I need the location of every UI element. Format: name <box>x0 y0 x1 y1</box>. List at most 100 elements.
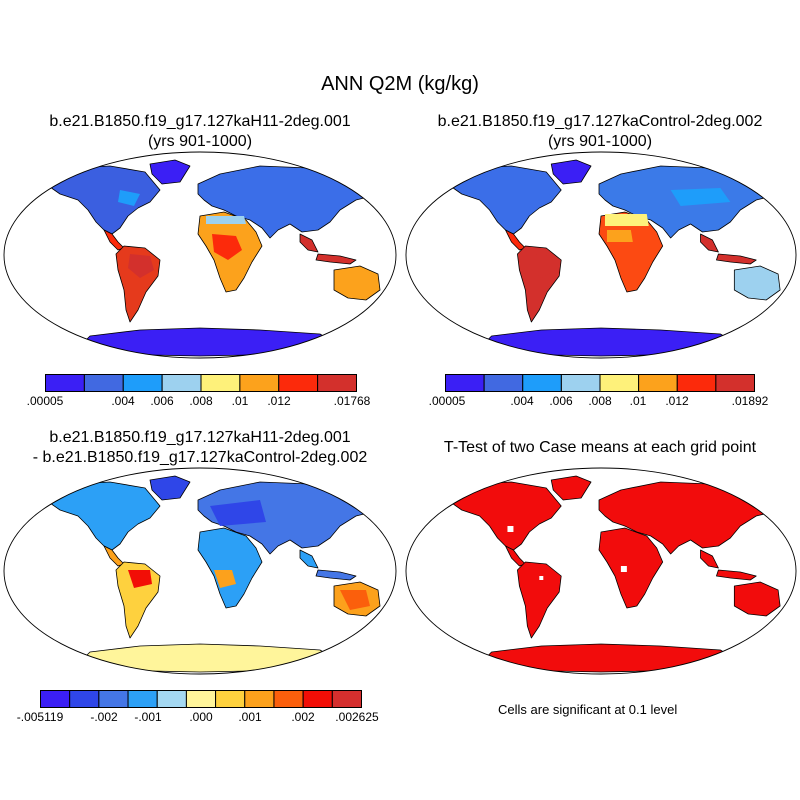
significance-note: Cells are significant at 0.1 level <box>498 702 678 717</box>
panel-title-line2: (yrs 901-1000) <box>547 133 653 150</box>
tick-label: .006 <box>150 394 174 408</box>
field-region <box>212 234 242 260</box>
panel-title-top-left: b.e21.B1850.f19_g17.127kaH11-2deg.001 (y… <box>0 112 400 152</box>
colorbar-box <box>98 690 129 708</box>
tick-label: .008 <box>189 394 213 408</box>
panel-title-line1: b.e21.B1850.f19_g17.127kaControl-2deg.00… <box>437 113 763 130</box>
colorbar-box <box>127 690 158 708</box>
colorbar-box <box>273 690 304 708</box>
tick-label: .01768 <box>333 394 371 408</box>
colorbar-labels-top-right: .00005 .004 .006 .008 .01 .012 .01892 <box>400 394 800 412</box>
field-region <box>340 590 370 610</box>
landmass-seAsia <box>299 549 319 569</box>
panel-title-bottom-left: b.e21.B1850.f19_g17.127kaH11-2deg.001 - … <box>0 428 400 468</box>
colorbar-top-right <box>445 374 755 392</box>
colorbar-box <box>200 374 241 392</box>
colorbar-box <box>560 374 601 392</box>
tick-label: .002 <box>291 710 315 724</box>
colorbar-bottom-left <box>40 690 362 708</box>
landmass-greenland <box>550 475 592 501</box>
tick-label: .001 <box>238 710 262 724</box>
colorbar-box <box>45 374 85 392</box>
map-border <box>405 467 797 675</box>
landmass-australia <box>733 265 781 301</box>
colorbar-box <box>302 690 333 708</box>
landmass-indonesia <box>315 253 357 265</box>
tick-label: .008 <box>588 394 612 408</box>
colorbar-box <box>445 374 485 392</box>
map-bottom-right <box>405 467 797 675</box>
landmass-southAmerica <box>517 561 562 639</box>
colorbar-box <box>122 374 163 392</box>
colorbar-box <box>244 690 275 708</box>
tick-label: -.005119 <box>16 710 64 724</box>
tick-label: .00005 <box>26 394 64 408</box>
map-top-left <box>3 151 397 359</box>
colorbar-top-left <box>45 374 357 392</box>
colorbar-box <box>715 374 755 392</box>
landmass-indonesia <box>716 569 757 581</box>
tick-label: -.001 <box>134 710 162 724</box>
colorbar-box <box>156 690 187 708</box>
landmass-greenland <box>149 475 191 501</box>
tick-label: .004 <box>111 394 135 408</box>
tick-label: .01 <box>629 394 647 408</box>
panel-title-bottom-right: T-Test of two Case means at each grid po… <box>400 438 800 458</box>
field-region <box>670 188 731 206</box>
colorbar-labels-bottom-left: -.005119 -.002 -.001 .000 .001 .002 .002… <box>0 710 400 728</box>
field-region <box>620 566 627 572</box>
colorbar-box <box>483 374 524 392</box>
landmass-seAsia <box>700 233 719 253</box>
colorbar-box <box>331 690 362 708</box>
tick-label: .002625 <box>335 710 379 724</box>
figure-title: ANN Q2M (kg/kg) <box>321 73 479 95</box>
colorbar-box <box>185 690 217 708</box>
colorbar-box <box>676 374 717 392</box>
colorbar-box <box>40 690 71 708</box>
map-top-right <box>405 151 797 359</box>
map-border <box>3 151 397 359</box>
tick-label: .01892 <box>731 394 769 408</box>
field-region <box>507 526 514 532</box>
panel-title-line1: b.e21.B1850.f19_g17.127kaH11-2deg.001 <box>49 429 351 446</box>
map-bottom-left <box>3 467 397 675</box>
field-region <box>210 500 266 526</box>
panel-title-top-right: b.e21.B1850.f19_g17.127kaControl-2deg.00… <box>400 112 800 152</box>
landmass-northAmerica <box>441 481 562 551</box>
landmass-northAmerica <box>441 165 562 235</box>
field-region <box>118 190 140 206</box>
landmass-northAmerica <box>39 481 161 551</box>
colorbar-box <box>239 374 280 392</box>
field-region <box>128 254 154 278</box>
map-border <box>405 151 797 359</box>
landmass-africa <box>598 527 664 609</box>
field-region <box>128 570 152 588</box>
colorbar-box <box>522 374 562 392</box>
colorbar-box <box>69 690 100 708</box>
tick-label: -.002 <box>90 710 118 724</box>
field-region <box>606 230 633 242</box>
landmass-greenland <box>149 159 191 185</box>
colorbar-box <box>215 690 246 708</box>
tick-label: .004 <box>510 394 534 408</box>
tick-label: .012 <box>665 394 689 408</box>
tick-label: .01 <box>231 394 249 408</box>
landmass-northAmerica <box>39 165 161 235</box>
panel-title-line2: - b.e21.B1850.f19_g17.127kaControl-2deg.… <box>32 449 368 466</box>
field-region <box>604 214 649 226</box>
panel-title-line2: (yrs 901-1000) <box>147 133 253 150</box>
panel-title-line1: T-Test of two Case means at each grid po… <box>443 439 757 456</box>
map-border <box>3 467 397 675</box>
panel-title-line1: b.e21.B1850.f19_g17.127kaH11-2deg.001 <box>49 113 351 130</box>
landmass-australia <box>733 581 781 617</box>
tick-label: .012 <box>267 394 291 408</box>
landmass-africa <box>197 527 263 609</box>
field-region <box>206 216 246 224</box>
colorbar-box <box>599 374 640 392</box>
field-region <box>214 570 236 588</box>
colorbar-box <box>317 374 357 392</box>
landmass-seAsia <box>700 549 719 569</box>
tick-label: .006 <box>549 394 573 408</box>
landmass-seAsia <box>299 233 319 253</box>
colorbar-box <box>83 374 124 392</box>
